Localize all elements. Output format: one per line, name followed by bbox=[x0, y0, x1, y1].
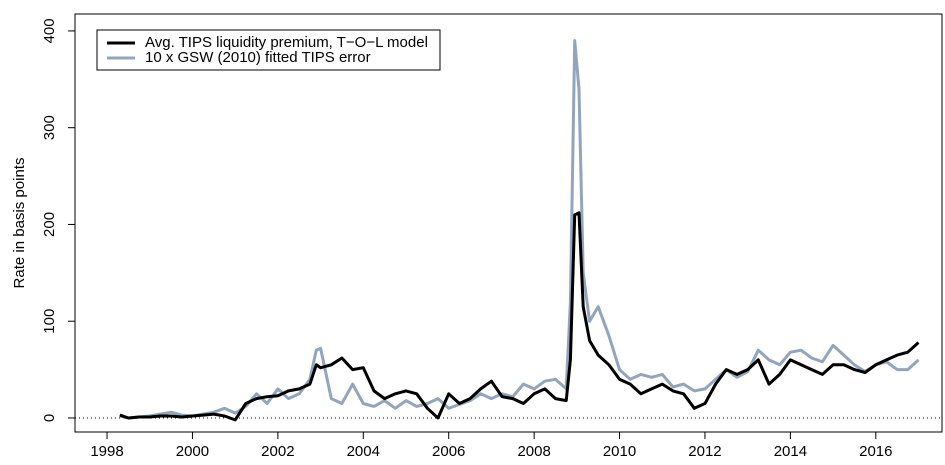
x-tick-label: 2016 bbox=[859, 443, 892, 460]
y-tick-label: 100 bbox=[41, 309, 58, 334]
legend-label: 10 x GSW (2010) fitted TIPS error bbox=[145, 49, 371, 66]
y-tick-label: 300 bbox=[41, 115, 58, 140]
series-line bbox=[119, 211, 920, 422]
x-tick-label: 2008 bbox=[517, 443, 550, 460]
x-tick-label: 2010 bbox=[603, 443, 636, 460]
y-axis-label: Rate in basis points bbox=[11, 158, 28, 289]
x-tick-label: 2004 bbox=[347, 443, 380, 460]
x-tick-label: 2000 bbox=[176, 443, 209, 460]
x-tick-label: 2014 bbox=[774, 443, 807, 460]
x-tick-label: 2012 bbox=[688, 443, 721, 460]
x-tick-label: 2006 bbox=[432, 443, 465, 460]
series-line bbox=[119, 39, 920, 420]
x-tick-label: 2002 bbox=[261, 443, 294, 460]
y-tick-label: 200 bbox=[41, 212, 58, 237]
legend-label: Avg. TIPS liquidity premium, T−O−L model bbox=[145, 34, 428, 51]
plot-frame bbox=[74, 13, 943, 433]
y-tick-label: 0 bbox=[41, 414, 58, 422]
x-tick-label: 1998 bbox=[90, 443, 123, 460]
legend-box bbox=[96, 29, 441, 71]
y-tick-label: 400 bbox=[41, 18, 58, 43]
